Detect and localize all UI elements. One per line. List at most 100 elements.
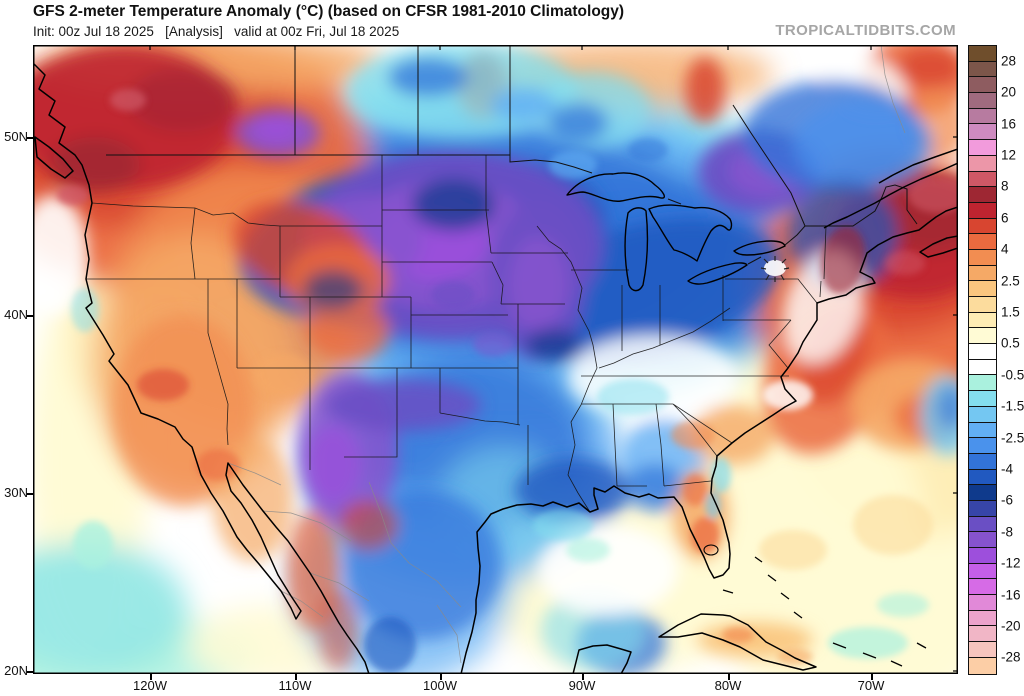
colorbar-cell bbox=[969, 626, 996, 643]
anomaly-blob bbox=[759, 530, 827, 570]
anomaly-blob bbox=[431, 281, 475, 309]
colorbar-label: -12 bbox=[1001, 555, 1021, 571]
anomaly-blob bbox=[252, 115, 300, 143]
colorbar-cell bbox=[969, 453, 996, 470]
colorbar-cell bbox=[969, 155, 996, 172]
anomaly-blob bbox=[525, 328, 581, 362]
colorbar-label: -2.5 bbox=[1001, 430, 1024, 445]
colorbar-label: -28 bbox=[1001, 649, 1021, 665]
colorbar-cell bbox=[969, 595, 996, 611]
anomaly-map bbox=[33, 45, 958, 674]
colorbar-label: -1.5 bbox=[1001, 398, 1024, 414]
colorbar-cell bbox=[969, 202, 996, 219]
anomaly-blob bbox=[628, 138, 668, 162]
lon-tick bbox=[728, 674, 730, 680]
anomaly-blob bbox=[305, 425, 361, 505]
colorbar-cell bbox=[969, 171, 996, 188]
anomaly-blob bbox=[937, 385, 958, 429]
anomaly-blob bbox=[685, 57, 725, 123]
anomaly-blob bbox=[253, 353, 313, 397]
colorbar-cell bbox=[969, 187, 996, 203]
anomaly-blob bbox=[508, 237, 568, 333]
colorbar-label: -20 bbox=[1001, 618, 1021, 634]
anomaly-blob bbox=[671, 421, 715, 449]
colorbar-cell bbox=[969, 46, 996, 62]
anomaly-blob bbox=[110, 89, 146, 111]
lon-label-110W: 110W bbox=[278, 678, 312, 693]
colorbar-label: 28 bbox=[1001, 53, 1017, 69]
anomaly-blob bbox=[338, 500, 398, 550]
lon-label-120W: 120W bbox=[133, 678, 167, 693]
lon-label-80W: 80W bbox=[714, 678, 742, 693]
colorbar-label: 4 bbox=[1001, 241, 1009, 257]
colorbar-cell bbox=[969, 61, 996, 78]
anomaly-blob bbox=[50, 137, 140, 193]
colorbar-cell bbox=[969, 124, 996, 141]
colorbar-label: -4 bbox=[1001, 461, 1014, 477]
map-area bbox=[33, 45, 958, 674]
anomaly-blob bbox=[364, 617, 416, 673]
anomaly-blob bbox=[533, 509, 593, 541]
colorbar-cell bbox=[969, 359, 996, 376]
anomaly-field-regions bbox=[33, 45, 958, 674]
anomaly-blob bbox=[722, 627, 754, 643]
coastlines bbox=[33, 62, 958, 674]
anomaly-blob bbox=[549, 151, 597, 179]
anomaly-blob bbox=[885, 251, 925, 275]
lat-tick bbox=[27, 671, 33, 673]
lat-label-40N: 40N bbox=[4, 307, 28, 322]
colorbar-cell bbox=[969, 563, 996, 580]
anomaly-blob bbox=[57, 185, 89, 205]
anomaly-blob bbox=[196, 449, 240, 481]
starburst-marker-icon bbox=[760, 256, 790, 282]
colorbar-cell bbox=[969, 375, 996, 392]
mexico-state-borders bbox=[227, 45, 906, 664]
anomaly-blob bbox=[137, 369, 189, 401]
lat-label-50N: 50N bbox=[4, 129, 28, 144]
lon-tick bbox=[871, 674, 873, 680]
colorbar-cell bbox=[969, 532, 996, 548]
anomaly-blob bbox=[820, 226, 866, 294]
colorbar-cell bbox=[969, 469, 996, 486]
anomaly-blob bbox=[306, 300, 390, 360]
anomaly-blob bbox=[898, 47, 958, 87]
colorbar-cell bbox=[969, 485, 996, 501]
colorbar-cell bbox=[969, 642, 996, 658]
lat-tick bbox=[27, 137, 33, 139]
colorbar-cell bbox=[969, 516, 996, 533]
run-valid-subtitle: Init: 00z Jul 18 2025 [Analysis] valid a… bbox=[33, 24, 400, 39]
anomaly-blob bbox=[566, 538, 610, 562]
anomaly-blob bbox=[388, 57, 468, 97]
colorbar-cell bbox=[969, 328, 996, 345]
colorbar-cell bbox=[969, 657, 996, 674]
anomaly-blob bbox=[908, 177, 958, 213]
anomaly-blob bbox=[128, 68, 238, 132]
lat-tick bbox=[27, 493, 33, 495]
anomaly-blob bbox=[33, 195, 88, 315]
colorbar-cell bbox=[969, 108, 996, 125]
lat-label-30N: 30N bbox=[4, 485, 28, 500]
colorbar-cell bbox=[969, 344, 996, 360]
colorbar-label: 0.5 bbox=[1001, 335, 1020, 351]
anomaly-blob bbox=[71, 288, 99, 332]
colorbar-label: 1.5 bbox=[1001, 304, 1020, 320]
colorbar bbox=[968, 45, 997, 675]
anomaly-blob bbox=[548, 103, 608, 143]
anomaly-blob bbox=[490, 88, 556, 122]
anomaly-blob bbox=[853, 495, 933, 555]
anomaly-blob bbox=[877, 593, 929, 617]
lat-tick bbox=[27, 315, 33, 317]
lon-tick bbox=[582, 674, 584, 680]
colorbar-cell bbox=[969, 297, 996, 313]
anomaly-blob bbox=[325, 379, 481, 431]
colorbar-label: 2.5 bbox=[1001, 273, 1020, 288]
colorbar-cell bbox=[969, 438, 996, 454]
anomaly-field-details bbox=[57, 89, 958, 673]
colorbar-cell bbox=[969, 548, 996, 564]
colorbar-label: -8 bbox=[1001, 524, 1014, 540]
colorbar-cell bbox=[969, 265, 996, 282]
colorbar-cell bbox=[969, 77, 996, 94]
colorbar-label: 12 bbox=[1001, 147, 1017, 163]
colorbar-cell bbox=[969, 249, 996, 266]
